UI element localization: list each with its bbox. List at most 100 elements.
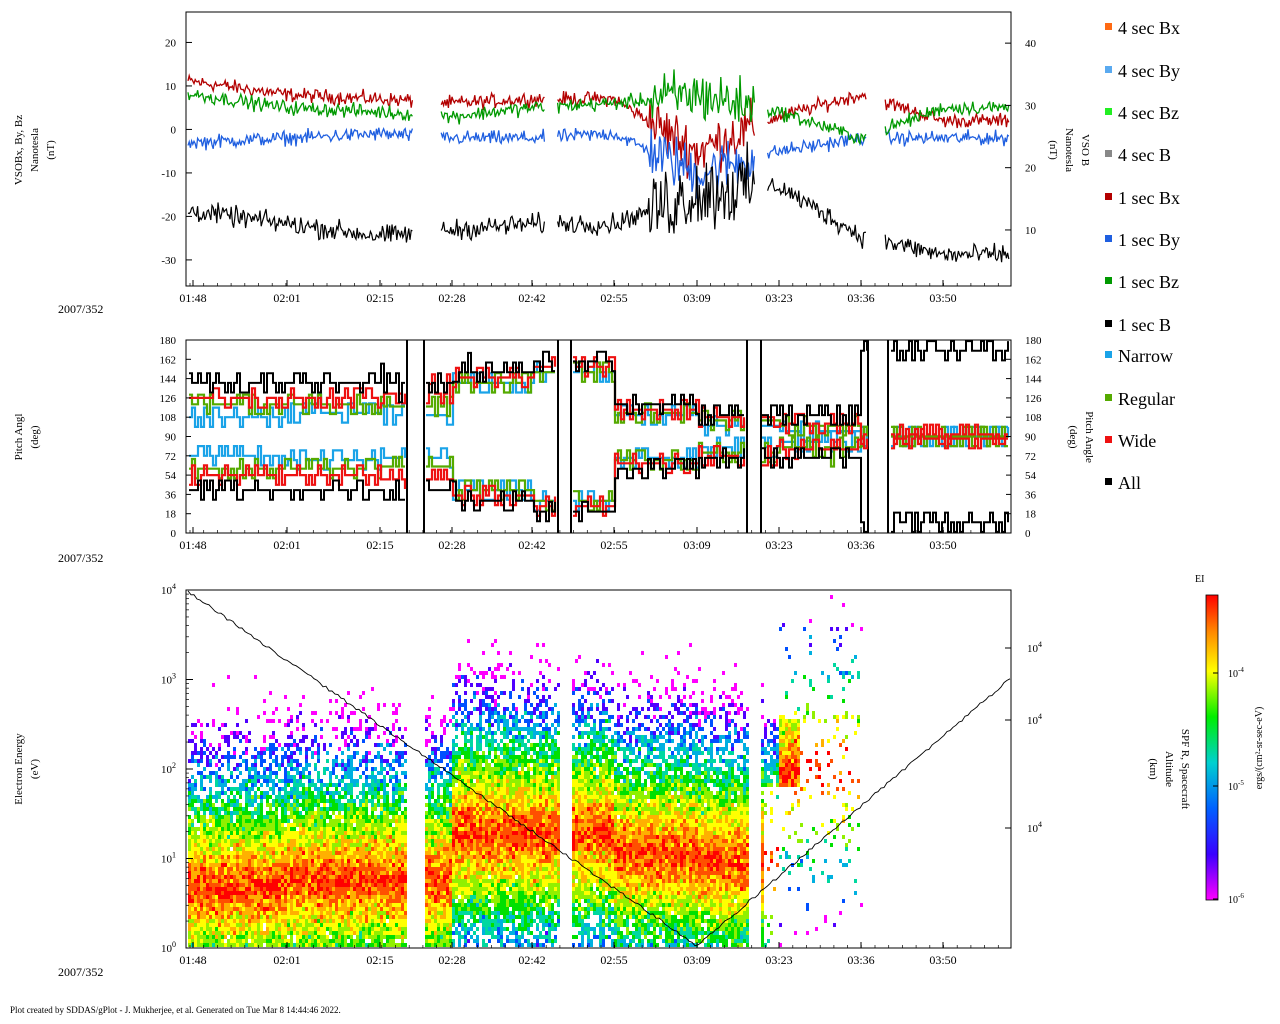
spec-cell bbox=[455, 863, 458, 867]
spec-cell bbox=[326, 851, 329, 855]
spec-cell bbox=[497, 935, 500, 939]
spec-cell bbox=[206, 831, 209, 835]
spec-cell bbox=[191, 939, 194, 943]
spec-cell bbox=[500, 871, 503, 875]
spec-cell bbox=[392, 723, 395, 727]
spec-cell bbox=[212, 827, 215, 831]
spec-cell bbox=[377, 839, 380, 843]
spec-cell bbox=[218, 927, 221, 931]
spec-cell bbox=[254, 779, 257, 783]
spec-cell bbox=[248, 907, 251, 911]
spec-cell bbox=[494, 811, 497, 815]
spec-cell bbox=[371, 903, 374, 907]
spec-cell bbox=[191, 783, 194, 787]
spec-cell bbox=[449, 847, 452, 851]
spec-cell bbox=[473, 911, 476, 915]
spec-cell bbox=[344, 867, 347, 871]
spec-cell bbox=[362, 795, 365, 799]
spec-cell bbox=[356, 843, 359, 847]
spec-cell bbox=[281, 879, 284, 883]
spec-cell bbox=[497, 759, 500, 763]
spec-cell bbox=[317, 803, 320, 807]
spec-cell bbox=[395, 907, 398, 911]
spec-cell bbox=[197, 771, 200, 775]
spec-cell bbox=[245, 807, 248, 811]
spec-cell bbox=[197, 923, 200, 927]
spec-cell bbox=[377, 787, 380, 791]
spec-cell bbox=[245, 867, 248, 871]
spec-cell bbox=[491, 879, 494, 883]
spec-cell bbox=[302, 863, 305, 867]
spec-cell bbox=[326, 903, 329, 907]
spec-cell bbox=[326, 855, 329, 859]
spec-cell bbox=[329, 915, 332, 919]
x-tick-label: 03:36 bbox=[847, 538, 874, 552]
spec-cell bbox=[254, 811, 257, 815]
spec-cell bbox=[326, 919, 329, 923]
spec-cell bbox=[386, 835, 389, 839]
spec-cell bbox=[287, 807, 290, 811]
spec-cell bbox=[380, 807, 383, 811]
spec-cell bbox=[386, 811, 389, 815]
spec-cell bbox=[479, 911, 482, 915]
spec-cell bbox=[362, 867, 365, 871]
spec-cell bbox=[320, 847, 323, 851]
spec-cell bbox=[305, 867, 308, 871]
spec-cell bbox=[467, 903, 470, 907]
spec-cell bbox=[212, 819, 215, 823]
spec-cell bbox=[296, 911, 299, 915]
spec-cell bbox=[302, 935, 305, 939]
spec-cell bbox=[389, 851, 392, 855]
spec-cell bbox=[458, 907, 461, 911]
spec-cell bbox=[392, 879, 395, 883]
spec-cell bbox=[299, 783, 302, 787]
spec-cell bbox=[464, 779, 467, 783]
spec-cell bbox=[272, 851, 275, 855]
spec-cell bbox=[233, 943, 236, 947]
spec-cell bbox=[353, 931, 356, 935]
spec-cell bbox=[311, 807, 314, 811]
spec-cell bbox=[305, 915, 308, 919]
spec-cell bbox=[476, 783, 479, 787]
spec-cell bbox=[263, 739, 266, 743]
spec-cell bbox=[296, 847, 299, 851]
mag-panel-frame bbox=[185, 11, 1012, 287]
spec-cell bbox=[257, 927, 260, 931]
spec-cell bbox=[245, 939, 248, 943]
spec-cell bbox=[491, 743, 494, 747]
spec-cell bbox=[380, 855, 383, 859]
spec-cell bbox=[230, 843, 233, 847]
spec-cell bbox=[191, 843, 194, 847]
spec-cell bbox=[242, 867, 245, 871]
spec-cell bbox=[215, 823, 218, 827]
spec-cell bbox=[218, 863, 221, 867]
spec-cell bbox=[200, 915, 203, 919]
spec-cell bbox=[440, 839, 443, 843]
spec-cell bbox=[350, 923, 353, 927]
spec-cell bbox=[293, 835, 296, 839]
spec-cell bbox=[212, 723, 215, 727]
spec-cell bbox=[392, 875, 395, 879]
spec-cell bbox=[386, 771, 389, 775]
spec-cell bbox=[362, 919, 365, 923]
y2-tick-label: 180 bbox=[1025, 335, 1042, 347]
spec-cell bbox=[458, 783, 461, 787]
spec-cell bbox=[455, 711, 458, 715]
spec-cell bbox=[260, 931, 263, 935]
spec-cell bbox=[188, 907, 191, 911]
spec-cell bbox=[401, 931, 404, 935]
spec-cell bbox=[431, 883, 434, 887]
spec-cell bbox=[434, 843, 437, 847]
spec-cell bbox=[284, 755, 287, 759]
spec-cell bbox=[362, 839, 365, 843]
spec-cell bbox=[437, 819, 440, 823]
spec-cell bbox=[461, 907, 464, 911]
spec-cell bbox=[299, 847, 302, 851]
spec-cell bbox=[359, 871, 362, 875]
spec-cell bbox=[431, 771, 434, 775]
spec-cell bbox=[347, 895, 350, 899]
spec-cell bbox=[320, 867, 323, 871]
spec-cell bbox=[464, 767, 467, 771]
spec-cell bbox=[470, 735, 473, 739]
spec-cell bbox=[257, 915, 260, 919]
